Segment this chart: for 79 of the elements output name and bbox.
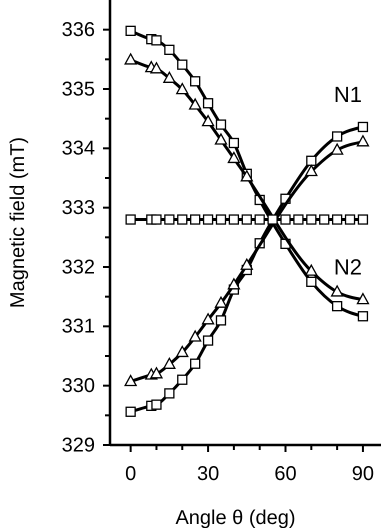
point <box>202 114 214 126</box>
x-tick-label: 30 <box>196 463 220 485</box>
point <box>305 264 318 276</box>
point <box>124 53 137 65</box>
point <box>240 258 253 270</box>
point <box>228 138 240 148</box>
point <box>356 292 370 304</box>
point <box>176 346 188 358</box>
point <box>332 301 342 312</box>
point <box>216 315 226 326</box>
point <box>164 44 175 55</box>
point <box>344 214 356 225</box>
y-tick-label: 331 <box>62 316 95 338</box>
point <box>254 214 265 225</box>
y-tick-label: 330 <box>62 375 95 398</box>
point <box>202 98 214 108</box>
point <box>190 358 200 369</box>
y-tick-label: 333 <box>62 197 95 220</box>
point <box>163 358 176 369</box>
y-tick-label: 334 <box>62 138 95 160</box>
x-tick-label: 60 <box>274 463 297 485</box>
point <box>164 388 175 399</box>
point <box>176 82 188 94</box>
x-tick-label: 90 <box>352 463 374 485</box>
series-label: N1 <box>334 82 362 107</box>
x-axis-title: Angle θ (deg) <box>175 507 296 528</box>
point <box>306 276 316 287</box>
point <box>126 406 136 417</box>
point <box>330 143 344 155</box>
point <box>189 330 202 342</box>
point <box>151 400 162 410</box>
point <box>151 35 162 46</box>
point <box>228 278 240 290</box>
point <box>190 76 200 86</box>
point <box>216 119 226 130</box>
point <box>330 285 344 297</box>
point <box>228 152 240 164</box>
series-label: N2 <box>334 254 362 280</box>
point <box>242 214 252 225</box>
y-tick-label: 336 <box>62 19 95 42</box>
y-tick-label: 332 <box>62 256 95 278</box>
point <box>319 214 330 225</box>
point <box>305 164 318 176</box>
point <box>214 296 228 308</box>
point <box>190 214 200 225</box>
point <box>267 214 278 225</box>
point <box>126 214 136 225</box>
y-tick-label: 329 <box>62 434 95 456</box>
point <box>164 214 175 225</box>
point <box>228 214 240 225</box>
point <box>332 214 342 225</box>
point <box>240 170 253 182</box>
point <box>293 214 304 225</box>
point <box>332 131 342 142</box>
point <box>151 214 162 225</box>
point <box>126 26 136 36</box>
point <box>202 335 214 346</box>
point <box>306 214 316 225</box>
point <box>358 122 368 132</box>
point <box>280 214 291 225</box>
point <box>150 62 163 74</box>
y-tick-label: 335 <box>62 78 95 100</box>
point <box>202 313 214 324</box>
point <box>358 214 368 225</box>
point <box>124 374 137 386</box>
point <box>358 311 368 322</box>
point <box>306 156 316 166</box>
x-tick-label: 0 <box>125 463 136 485</box>
point <box>177 374 188 385</box>
point <box>189 98 202 110</box>
point <box>356 135 370 146</box>
y-axis-title: Magnetic field (mT) <box>7 136 29 308</box>
point <box>177 214 188 225</box>
point <box>202 214 214 225</box>
point <box>177 60 188 70</box>
point <box>150 367 163 378</box>
point <box>216 214 226 225</box>
point <box>214 133 228 145</box>
point <box>163 72 176 83</box>
